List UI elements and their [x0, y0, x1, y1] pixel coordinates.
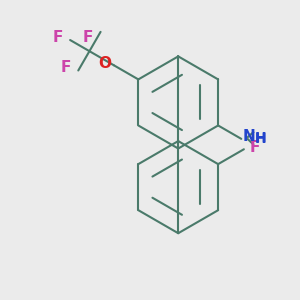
Text: H: H — [255, 131, 266, 146]
Text: N: N — [243, 129, 256, 144]
Text: F: F — [83, 30, 93, 45]
Text: F: F — [250, 140, 260, 155]
Text: O: O — [98, 56, 111, 71]
Text: F: F — [61, 60, 71, 75]
Text: H: H — [255, 132, 266, 146]
Text: F: F — [52, 30, 63, 45]
